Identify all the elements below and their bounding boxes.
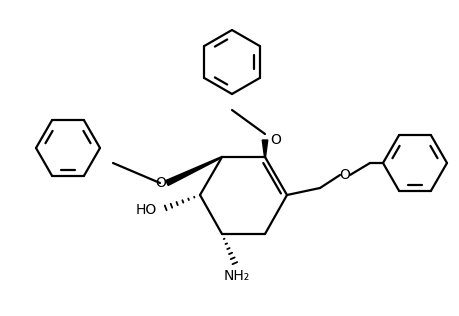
Polygon shape bbox=[166, 156, 222, 185]
Text: O: O bbox=[270, 133, 281, 147]
Text: HO: HO bbox=[136, 203, 157, 217]
Polygon shape bbox=[262, 140, 268, 157]
Text: O: O bbox=[155, 176, 166, 190]
Text: O: O bbox=[340, 168, 350, 182]
Text: NH₂: NH₂ bbox=[224, 269, 250, 283]
